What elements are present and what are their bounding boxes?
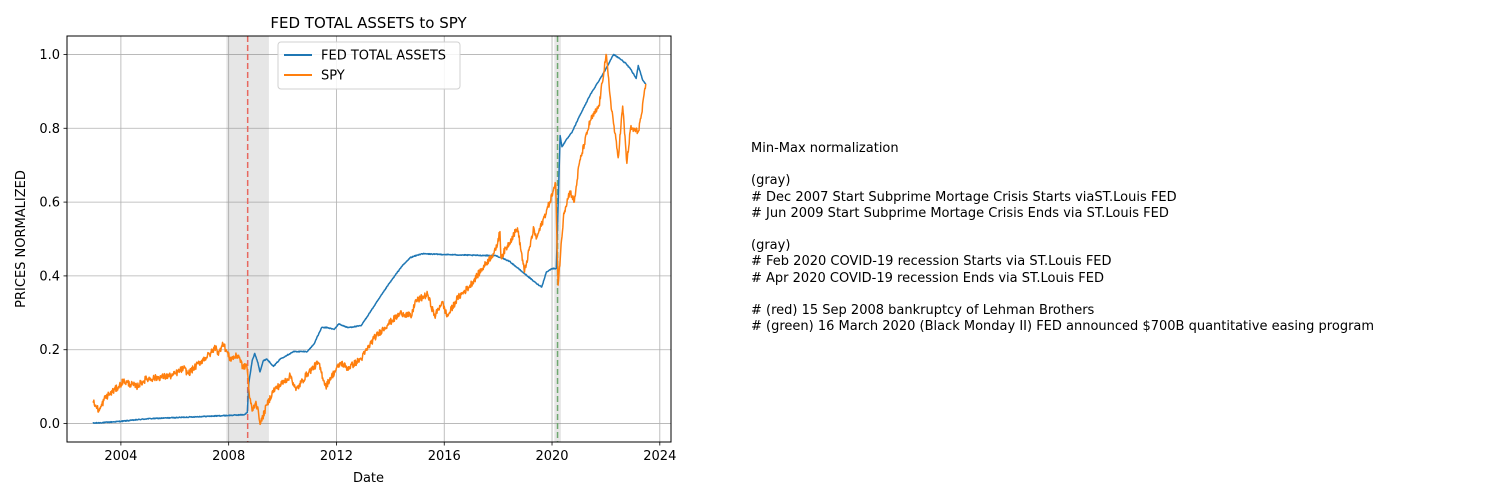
note-line: # Jun 2009 Start Subprime Mortage Crisis… [751,205,1169,221]
x-tick-label: 2024 [643,449,676,464]
note-line [751,287,1374,303]
legend-label: FED TOTAL ASSETS [321,49,446,64]
note-line: # Feb 2020 COVID-19 recession Starts via… [751,254,1112,270]
note-line: # (red) 15 Sep 2008 bankruptcy of Lehman… [751,302,1095,318]
grid [67,36,671,442]
legend-label: SPY [321,69,345,84]
x-axis-ticks: 2004 2008 2012 2016 2020 2024 [104,442,676,464]
note-line: # (green) 16 March 2020 (Black Monday II… [751,319,1375,335]
legend: FED TOTAL ASSETS SPY [277,41,461,90]
annotation-notes: Min-Max normalization (gray) # Dec 2007 St… [751,141,1374,335]
y-axis-ticks: 0.0 0.2 0.4 0.6 0.8 1.0 [39,48,67,432]
x-tick-label: 2008 [212,449,245,464]
line-chart: 2004 2008 2012 2016 2020 2024 0.0 0.2 0.4 0.6 0.8… [14,14,676,486]
note-line: # Dec 2007 Start Subprime Mortage Crisis… [751,189,1177,205]
series-line-fed-total-assets [92,53,647,424]
y-tick-label: 0.2 [39,343,60,358]
chart-title: FED TOTAL ASSETS to SPY [270,14,467,32]
series-lines [92,53,647,426]
y-tick-label: 1.0 [39,48,60,63]
x-axis-label: Date [353,471,384,486]
note-line [751,222,1374,238]
y-tick-label: 0.6 [39,196,60,211]
note-line [751,157,1374,173]
note-line: Min-Max normalization [751,141,899,156]
note-line: # Apr 2020 COVID-19 recession Ends via S… [751,270,1104,286]
axes-frame [66,35,672,443]
y-axis-label: PRICES NORMALIZED [14,170,29,308]
x-tick-label: 2012 [320,449,353,464]
y-tick-label: 0.8 [39,122,60,137]
series-line-spy [92,53,647,426]
x-tick-label: 2016 [428,449,461,464]
note-line: (gray) [751,238,791,254]
x-tick-label: 2020 [535,449,568,464]
legend-box [277,41,461,90]
y-tick-label: 0.0 [39,417,60,432]
x-tick-label: 2004 [104,449,137,464]
note-line: (gray) [751,173,791,189]
y-tick-label: 0.4 [39,269,60,284]
